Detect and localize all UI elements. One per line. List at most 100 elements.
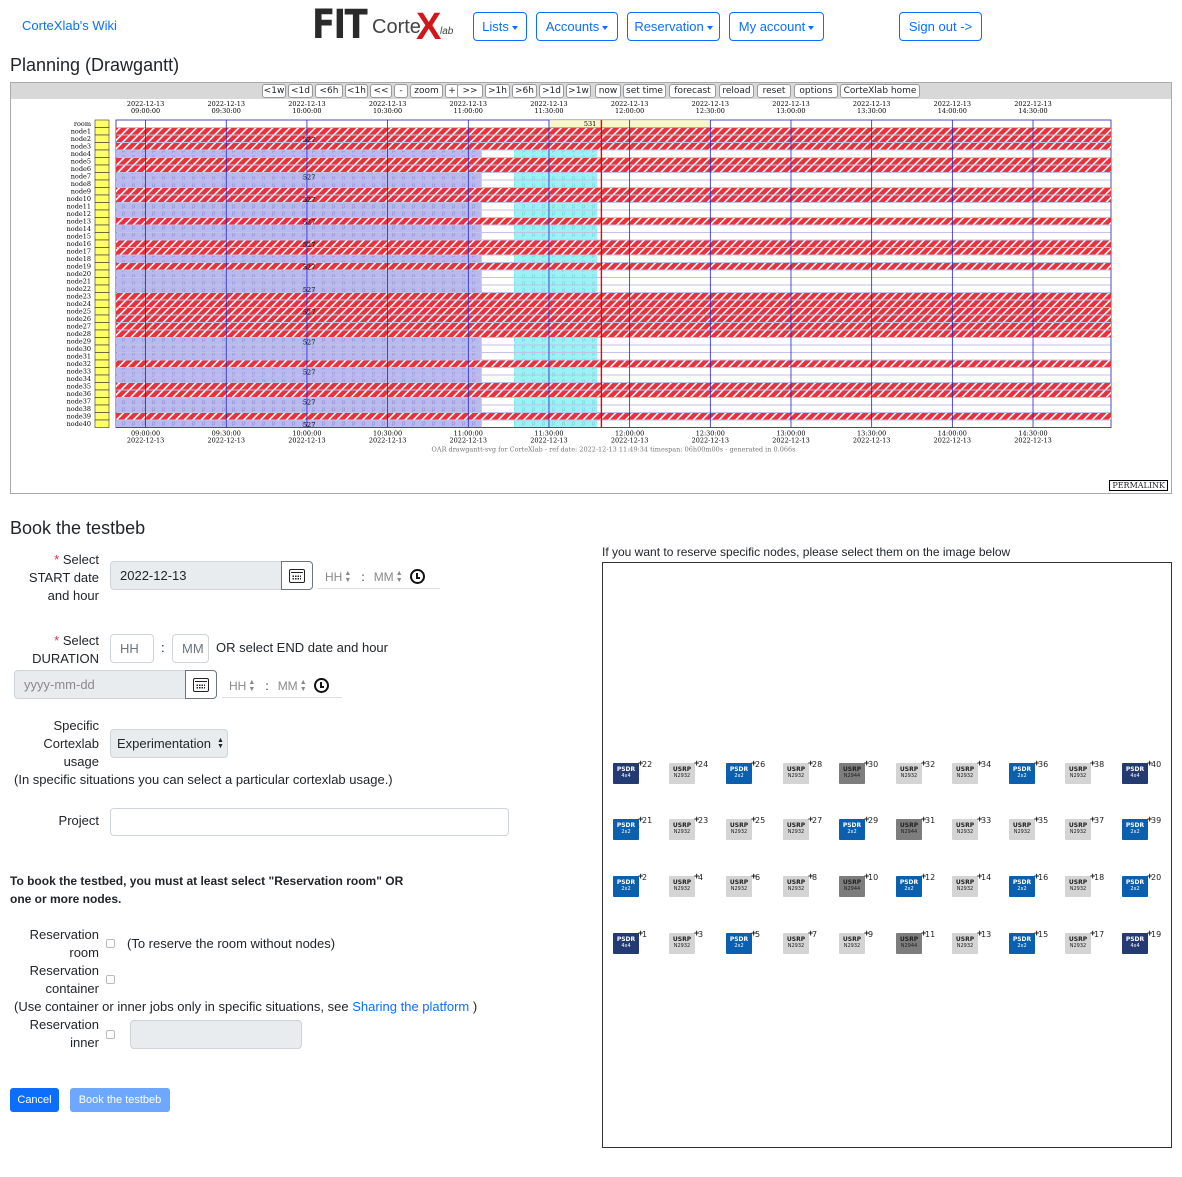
gantt-btn-6[interactable]: zoom [410,84,443,98]
node-40[interactable]: PSDR 4x4 [1122,763,1148,784]
node-27[interactable]: USRP N2932 [783,819,809,840]
node-plus-icon[interactable]: + [1147,871,1153,881]
clock-icon[interactable] [409,569,425,584]
node-plus-icon[interactable]: + [694,814,700,824]
gantt-btn-12[interactable]: >1w [566,84,591,98]
node-31[interactable]: USRP N2944 [896,819,922,840]
end-hh[interactable]: HH [229,678,247,693]
gantt-btn-15[interactable]: forecast [669,84,716,98]
node-plus-icon[interactable]: + [751,758,757,768]
node-18[interactable]: USRP N2932 [1065,876,1091,897]
end-date-field[interactable]: yyyy-mm-dd [14,670,186,699]
node-plus-icon[interactable]: + [808,928,814,938]
node-map[interactable]: PSDR 4x4 +22 USRP N2932 +24 PSDR 2x2 +26 USRP N293… [602,562,1172,1148]
start-mm[interactable]: MM [373,569,394,584]
reservation-inner-checkbox[interactable] [106,1030,115,1039]
node-plus-icon[interactable]: + [864,871,870,881]
lists-menu-button[interactable]: Lists [473,12,527,41]
node-plus-icon[interactable]: + [864,928,870,938]
node-17[interactable]: USRP N2932 [1065,933,1091,954]
gantt-btn-19[interactable]: CorteXlab home [840,84,920,98]
start-hh[interactable]: HH [325,569,343,584]
spinner-icon[interactable]: ▲ ▼ [299,678,307,693]
book-testbed-button[interactable]: Book the testbeb [70,1088,170,1112]
node-plus-icon[interactable]: + [808,814,814,824]
node-36[interactable]: PSDR 2x2 [1009,763,1035,784]
inner-job-field[interactable] [130,1020,302,1049]
duration-hh-field[interactable]: HH [110,634,154,663]
spinner-icon[interactable]: ▲ ▼ [395,569,403,584]
gantt-btn-8[interactable]: >> [457,84,483,98]
node-plus-icon[interactable]: + [751,928,757,938]
node-plus-icon[interactable]: + [864,758,870,768]
node-26[interactable]: PSDR 2x2 [726,763,752,784]
gantt-btn-13[interactable]: now [595,84,621,98]
node-8[interactable]: USRP N2932 [783,876,809,897]
node-plus-icon[interactable]: + [694,758,700,768]
node-plus-icon[interactable]: + [638,814,644,824]
node-plus-icon[interactable]: + [694,871,700,881]
node-33[interactable]: USRP N2932 [952,819,978,840]
gantt-btn-5[interactable]: - [394,84,408,98]
node-plus-icon[interactable]: + [977,758,983,768]
node-7[interactable]: USRP N2932 [783,933,809,954]
node-plus-icon[interactable]: + [808,758,814,768]
node-plus-icon[interactable]: + [1034,758,1040,768]
start-calendar-button[interactable] [281,561,313,590]
reservation-menu-button[interactable]: Reservation [627,12,720,41]
node-37[interactable]: USRP N2932 [1065,819,1091,840]
reservation-room-checkbox[interactable] [106,939,115,948]
gantt-btn-9[interactable]: >1h [485,84,510,98]
project-input[interactable] [110,808,509,836]
node-plus-icon[interactable]: + [638,928,644,938]
permalink-link[interactable]: PERMALINK [1109,480,1168,491]
node-9[interactable]: USRP N2932 [839,933,865,954]
node-34[interactable]: USRP N2932 [952,763,978,784]
end-calendar-button[interactable] [185,670,217,699]
node-2[interactable]: PSDR 2x2 [613,876,639,897]
node-plus-icon[interactable]: + [1090,814,1096,824]
node-10[interactable]: USRP N2944 [839,876,865,897]
node-plus-icon[interactable]: + [921,758,927,768]
node-29[interactable]: PSDR 2x2 [839,819,865,840]
start-date-field[interactable]: 2022-12-13 [110,561,282,590]
accounts-menu-button[interactable]: Accounts [536,12,618,41]
node-plus-icon[interactable]: + [1147,814,1153,824]
node-39[interactable]: PSDR 2x2 [1122,819,1148,840]
cancel-button[interactable]: Cancel [10,1088,59,1112]
node-plus-icon[interactable]: + [1090,758,1096,768]
node-22[interactable]: PSDR 4x4 [613,763,639,784]
node-plus-icon[interactable]: + [864,814,870,824]
node-38[interactable]: USRP N2932 [1065,763,1091,784]
node-plus-icon[interactable]: + [638,758,644,768]
node-25[interactable]: USRP N2932 [726,819,752,840]
node-plus-icon[interactable]: + [1090,871,1096,881]
gantt-chart[interactable]: pproomnode1node2node3node4node5node6node… [11,83,1171,493]
node-plus-icon[interactable]: + [977,871,983,881]
node-23[interactable]: USRP N2932 [669,819,695,840]
spinner-icon[interactable]: ▲ ▼ [248,678,256,693]
node-13[interactable]: USRP N2932 [952,933,978,954]
node-21[interactable]: PSDR 2x2 [613,819,639,840]
sharing-platform-link[interactable]: Sharing the platform [352,999,470,1014]
node-plus-icon[interactable]: + [1147,928,1153,938]
node-plus-icon[interactable]: + [921,814,927,824]
clock-icon[interactable] [313,678,329,693]
reservation-container-checkbox[interactable] [106,975,115,984]
node-5[interactable]: PSDR 2x2 [726,933,752,954]
spinner-icon[interactable]: ▲ ▼ [344,569,352,584]
node-32[interactable]: USRP N2932 [896,763,922,784]
node-plus-icon[interactable]: + [1034,928,1040,938]
node-4[interactable]: USRP N2932 [669,876,695,897]
node-28[interactable]: USRP N2932 [783,763,809,784]
node-plus-icon[interactable]: + [977,814,983,824]
gantt-btn-0[interactable]: <1w [262,84,286,98]
node-16[interactable]: PSDR 2x2 [1009,876,1035,897]
gantt-btn-4[interactable]: << [370,84,392,98]
gantt-btn-16[interactable]: reload [719,84,754,98]
node-20[interactable]: PSDR 2x2 [1122,876,1148,897]
node-plus-icon[interactable]: + [751,871,757,881]
usage-select[interactable]: Experimentation ▲ ▼ [110,729,228,758]
duration-mm-field[interactable]: MM [172,634,209,663]
end-time-field[interactable]: HH ▲ ▼ : MM ▲ ▼ [222,674,342,698]
